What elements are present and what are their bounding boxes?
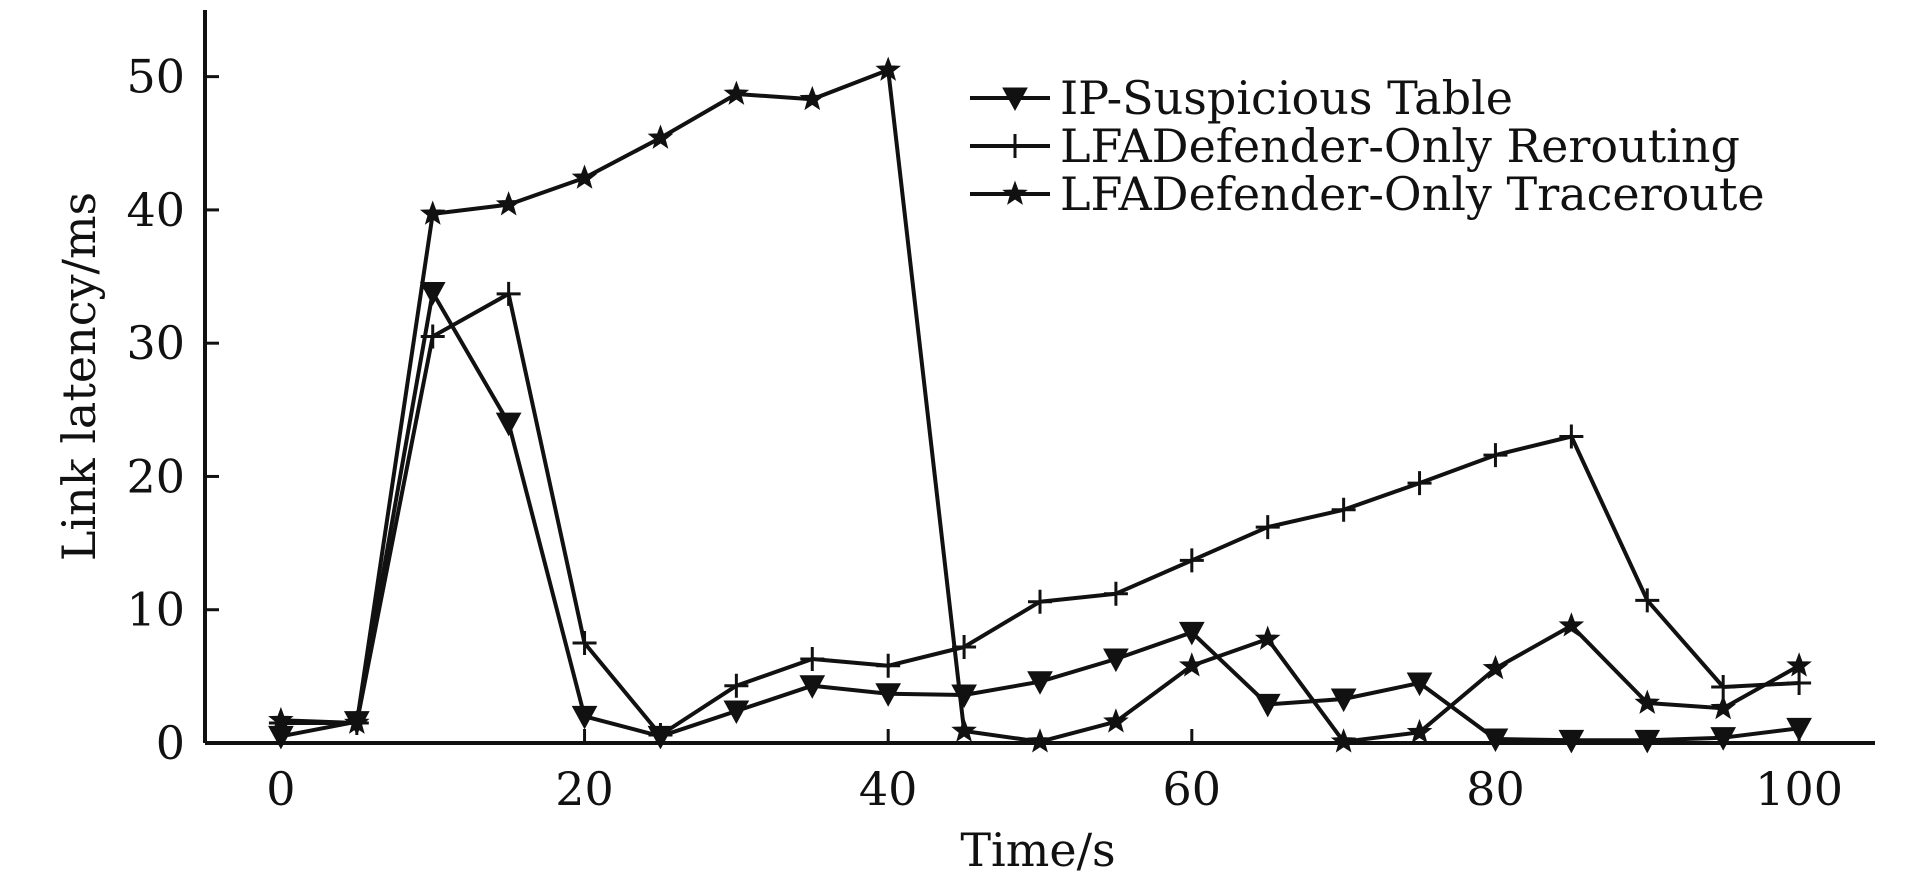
x-tick-label: 20 [555, 762, 614, 816]
series-2-point [572, 631, 597, 656]
series-1-point [1710, 727, 1737, 751]
series-1-point [419, 282, 446, 306]
series-2-point [1787, 671, 1812, 696]
series-line-2 [280, 291, 1800, 737]
y-axis-title: Link latency/ms [52, 192, 106, 561]
series-1-point [723, 700, 750, 725]
series-1-point [1406, 672, 1433, 697]
series-3-point [1179, 652, 1205, 677]
series-3-point [344, 709, 370, 734]
series-2-point [420, 324, 445, 349]
series-3-point [1254, 625, 1281, 650]
series-3-point [1558, 612, 1585, 637]
series-1-point [1482, 728, 1509, 753]
series-1-point [571, 705, 598, 730]
series-2-point [1103, 581, 1128, 606]
x-axis-title: Time/s [960, 823, 1115, 874]
series-2-point [1179, 548, 1204, 573]
series-3-point [268, 706, 294, 732]
y-tick-label: 0 [156, 716, 185, 770]
series-2-point [800, 647, 825, 672]
series-1-point [1558, 729, 1585, 754]
legend-label-2: LFADefender-Only Rerouting [1060, 119, 1740, 173]
series-1-point [1330, 688, 1357, 713]
legend-marker-3 [1002, 180, 1028, 205]
series-3-point [495, 191, 522, 216]
x-tick-label: 100 [1755, 762, 1843, 816]
series-2-point [1255, 515, 1280, 540]
x-tick-label: 60 [1163, 762, 1222, 816]
series-2-point [724, 673, 749, 698]
series-3-point [723, 80, 750, 105]
series-3-point [1330, 728, 1357, 753]
series-3-point [875, 56, 901, 81]
series-1-point [495, 412, 522, 437]
legend-label-1: IP-Suspicious Table [1060, 71, 1513, 125]
series-3-point [799, 85, 826, 111]
legend-marker-1 [1002, 87, 1028, 112]
series-3-point [1634, 689, 1661, 714]
y-tick-label: 10 [126, 583, 185, 637]
series-2-point [1028, 589, 1052, 614]
x-tick-label: 40 [859, 762, 918, 816]
legend-label-3: LFADefender-Only Traceroute [1060, 167, 1765, 221]
series-1-point [1027, 671, 1053, 695]
series-2-point [876, 653, 901, 678]
series-2-point [1331, 497, 1356, 522]
series-2-point [1407, 471, 1432, 496]
series-2-point [1635, 588, 1660, 613]
series-1-point [1254, 693, 1281, 718]
series-1-point [875, 683, 902, 707]
series-1-point [799, 675, 826, 699]
y-tick-label: 20 [126, 449, 185, 503]
y-tick-label: 40 [126, 183, 185, 237]
series-3-point [571, 164, 598, 189]
series-3-point [951, 717, 977, 742]
series-1-point [1103, 648, 1129, 673]
series-3-point [419, 200, 446, 225]
series-1-point [1178, 621, 1205, 646]
legend-marker-2 [1003, 134, 1027, 158]
series-3-point [1482, 654, 1509, 680]
y-tick-label: 30 [126, 316, 185, 370]
series-2-point [1559, 424, 1584, 449]
x-tick-label: 0 [266, 762, 295, 816]
series-2-point [496, 281, 521, 306]
series-2-point [1483, 443, 1508, 468]
series-3-point [1103, 708, 1129, 733]
series-1-point [1634, 729, 1661, 754]
series-1-point [1786, 717, 1812, 742]
series-3-point [1786, 652, 1812, 677]
x-tick-label: 80 [1466, 762, 1525, 816]
series-2-point [648, 723, 673, 748]
series-3-point [1027, 728, 1053, 753]
series-3-point [1406, 718, 1433, 744]
series-3-point [647, 124, 674, 149]
y-tick-label: 50 [126, 50, 185, 104]
series-3-point [1710, 694, 1736, 720]
